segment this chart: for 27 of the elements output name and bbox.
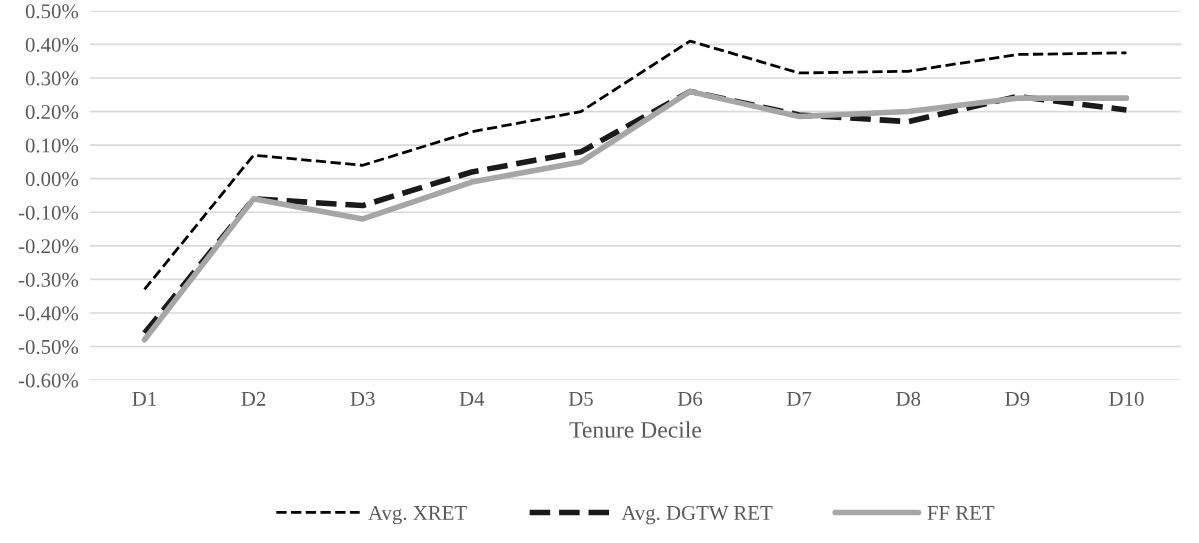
x-tick-label: D10: [1109, 391, 1144, 406]
y-tick-label: -0.30%: [18, 272, 79, 287]
y-tick-label: -0.40%: [18, 306, 79, 321]
legend-label: Avg. DGTW RET: [621, 505, 773, 525]
line-series: [143, 39, 1128, 291]
x-tick-label: D2: [241, 391, 266, 406]
y-tick-label: 0.20%: [25, 104, 79, 120]
legend-label: FF RET: [927, 506, 995, 520]
y-tick-label: 0.00%: [25, 172, 79, 187]
x-axis-title: Tenure Decile: [569, 421, 702, 438]
x-tick-label: D1: [132, 391, 156, 406]
x-tick-label: D8: [896, 391, 921, 406]
x-tick-label: D5: [568, 392, 593, 406]
y-tick-label: -0.60%: [18, 373, 79, 388]
y-tick-label: 0.30%: [25, 71, 79, 86]
x-tick-label: D4: [459, 391, 485, 406]
x-tick-label: D7: [787, 392, 812, 406]
y-tick-label: 0.40%: [25, 37, 79, 52]
y-tick-label: -0.20%: [18, 239, 79, 254]
x-tick-label: D3: [350, 391, 375, 406]
y-tick-label: -0.50%: [18, 339, 79, 355]
x-tick-label: D9: [1005, 391, 1030, 406]
y-tick-label: 0.10%: [25, 138, 79, 153]
y-tick-label: -0.10%: [18, 205, 79, 220]
x-tick-label: D6: [677, 391, 703, 406]
legend-label: Avg. XRET: [368, 506, 467, 525]
y-tick-label: 0.50%: [25, 4, 79, 19]
